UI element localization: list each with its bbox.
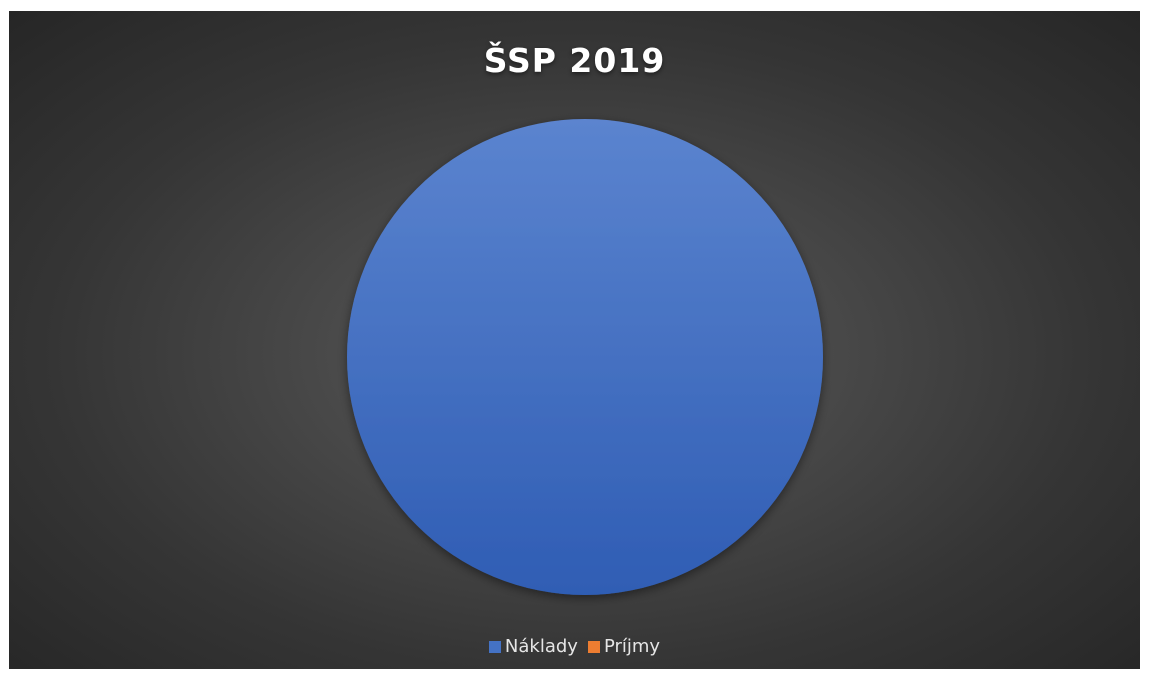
pie-plot (347, 119, 823, 595)
legend-swatch-naklady (488, 640, 501, 653)
legend-item-naklady: Náklady (488, 636, 578, 657)
legend-label-naklady: Náklady (504, 636, 578, 657)
pie-slice-naklady (347, 119, 823, 595)
legend: Náklady Príjmy (9, 636, 1140, 657)
chart-title: ŠSP 2019 (483, 41, 666, 80)
legend-label-prijmy: Príjmy (603, 636, 661, 657)
chart-area: ŠSP 2019 Náklady Príjmy (9, 11, 1140, 669)
legend-item-prijmy: Príjmy (587, 636, 661, 657)
legend-swatch-prijmy (587, 640, 600, 653)
